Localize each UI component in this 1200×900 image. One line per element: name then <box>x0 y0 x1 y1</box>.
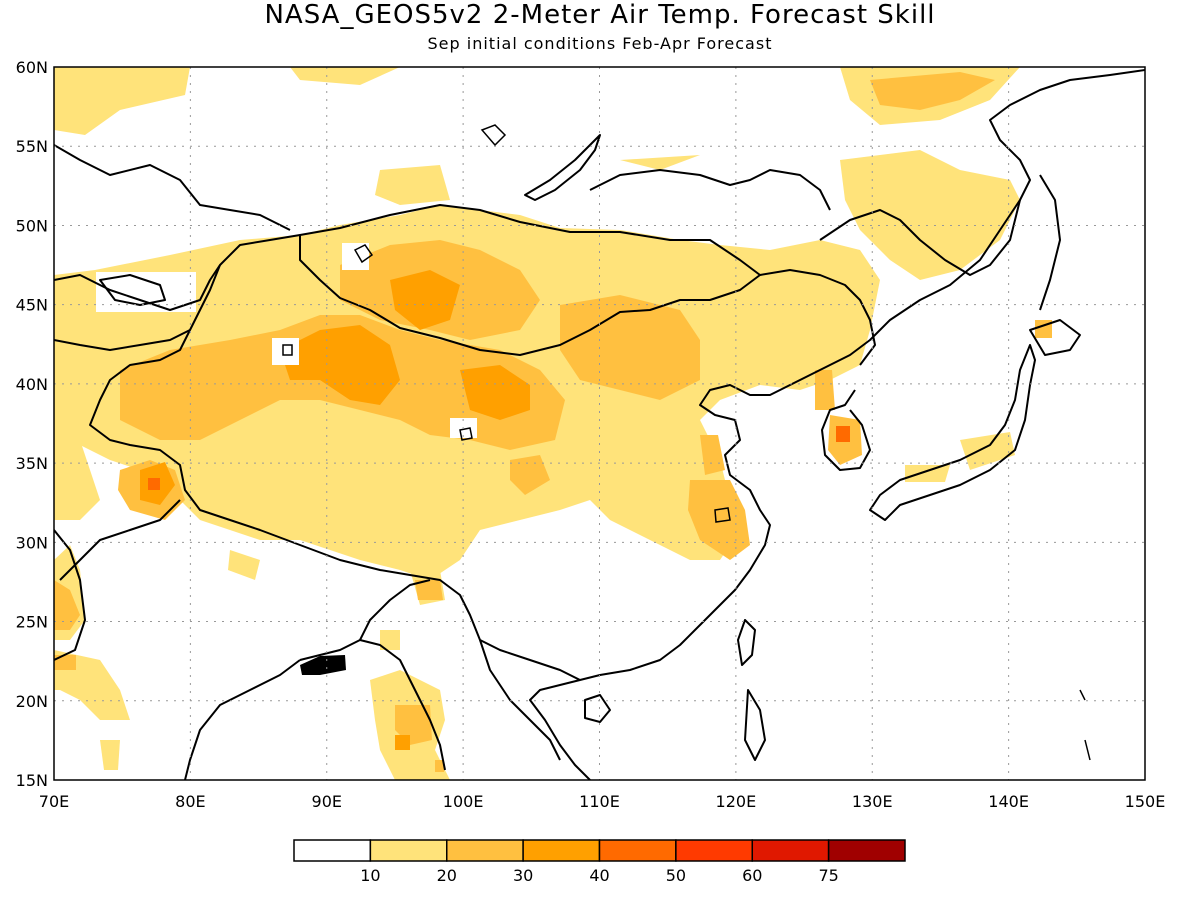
latitude-label: 40N <box>16 375 48 394</box>
river-delta-outline <box>300 655 346 675</box>
longitude-label: 120E <box>716 792 757 811</box>
map-frame <box>53 66 1146 781</box>
gridlines <box>54 67 1145 780</box>
coastlines-and-borders <box>54 69 1145 780</box>
colorbar-label: 50 <box>666 866 686 885</box>
longitude-label: 70E <box>39 792 69 811</box>
map-subtitle: Sep initial conditions Feb-Apr Forecast <box>427 34 773 53</box>
colorbar-swatch <box>369 839 448 862</box>
colorbar-label: 30 <box>513 866 533 885</box>
longitude-label: 80E <box>175 792 205 811</box>
latitude-label: 35N <box>16 454 48 473</box>
longitude-label: 130E <box>852 792 893 811</box>
latitude-label: 15N <box>16 771 48 790</box>
colorbar-label: 60 <box>742 866 762 885</box>
colorbar-label: 40 <box>589 866 609 885</box>
colorbar: 10 20 30 40 50 60 75 <box>293 839 906 885</box>
longitude-label: 150E <box>1125 792 1166 811</box>
skill-band-40-50 <box>148 426 850 490</box>
lakes-and-islands <box>282 124 1091 761</box>
colorbar-swatch <box>446 839 524 862</box>
latitude-label: 60N <box>16 58 48 77</box>
latitude-labels: 15N 20N 25N 30N 35N 40N 45N 50N 55N 60N <box>16 58 48 790</box>
colorbar-swatch <box>522 839 601 862</box>
longitude-label: 140E <box>988 792 1029 811</box>
colorbar-swatch <box>751 839 830 862</box>
colorbar-swatch <box>827 839 906 862</box>
skill-shading <box>54 67 1052 780</box>
latitude-label: 55N <box>16 137 48 156</box>
colorbar-swatch <box>598 839 677 862</box>
colorbar-label: 20 <box>437 866 457 885</box>
latitude-label: 20N <box>16 692 48 711</box>
longitude-label: 90E <box>312 792 342 811</box>
longitude-labels: 70E 80E 90E 100E 110E 120E 130E 140E 150E <box>39 792 1166 811</box>
colorbar-swatch <box>293 839 372 862</box>
colorbar-swatch <box>675 839 753 862</box>
colorbar-label: 10 <box>360 866 380 885</box>
colorbar-label: 75 <box>818 866 838 885</box>
latitude-label: 25N <box>16 613 48 632</box>
latitude-label: 45N <box>16 296 48 315</box>
latitude-label: 50N <box>16 216 48 235</box>
skill-band-30-40 <box>140 270 530 750</box>
longitude-label: 100E <box>443 792 484 811</box>
longitude-label: 110E <box>579 792 620 811</box>
latitude-label: 30N <box>16 533 48 552</box>
map-title: NASA_GEOS5v2 2-Meter Air Temp. Forecast … <box>264 0 936 30</box>
